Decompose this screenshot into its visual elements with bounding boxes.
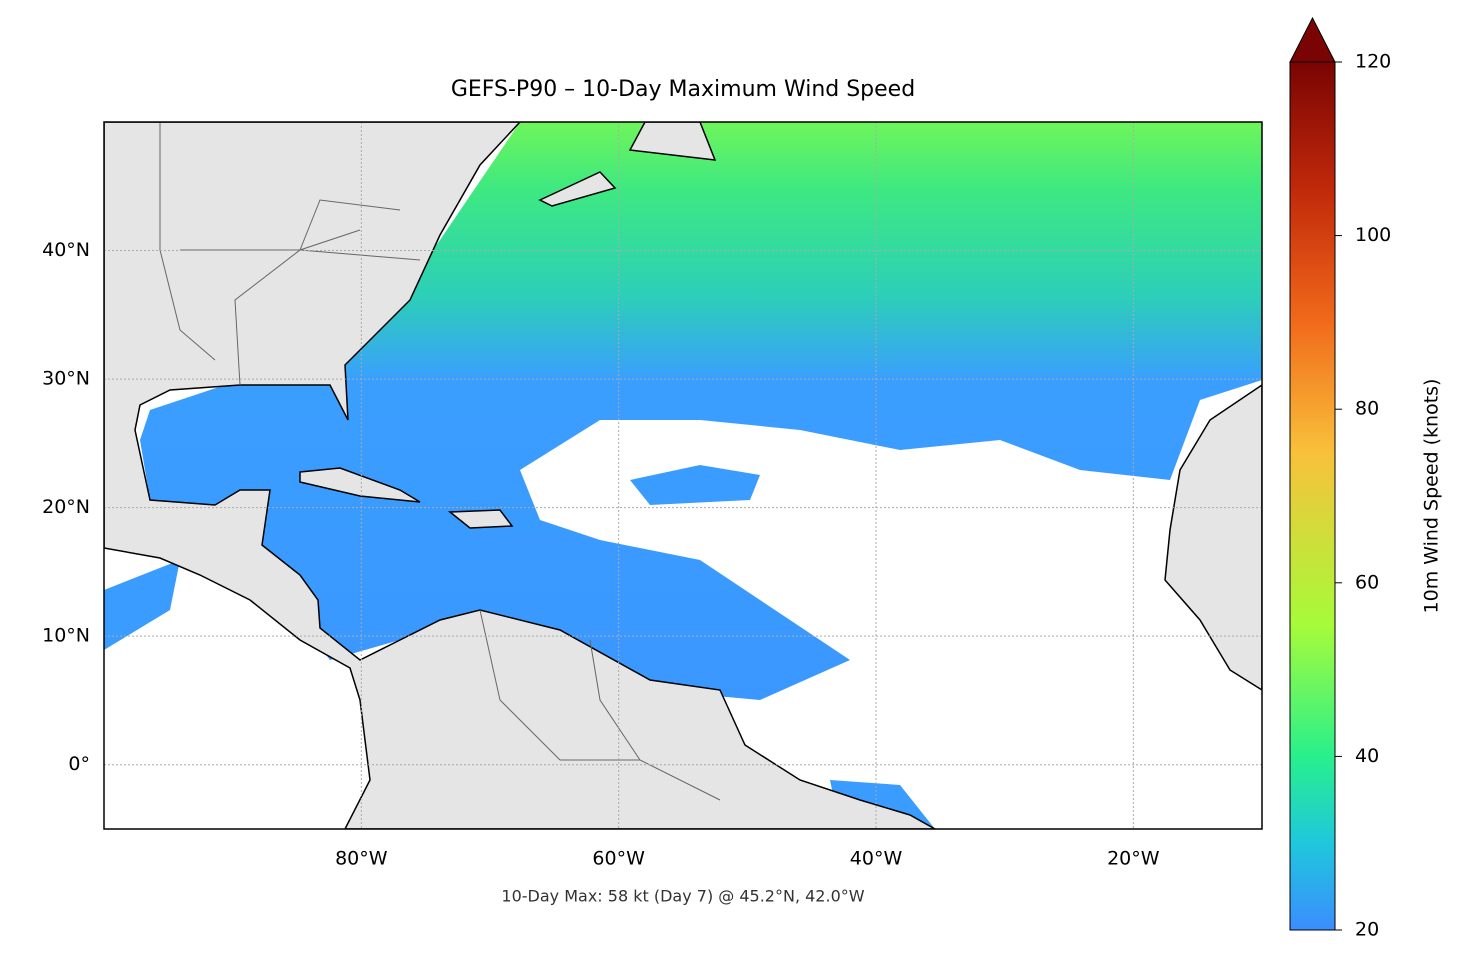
land — [628, 122, 717, 161]
colorbar-tick-label: 100 — [1355, 224, 1391, 246]
y-tick-label: 0° — [68, 753, 90, 775]
colorbar-tick-label: 20 — [1355, 919, 1379, 941]
colorbar-tick-label: 40 — [1355, 745, 1379, 767]
land — [538, 171, 617, 207]
colorbar-extend — [1289, 16, 1336, 63]
y-tick-label: 30°N — [42, 368, 90, 390]
colorbar — [1289, 61, 1336, 931]
colorbar-label: 10m Wind Speed (knots) — [1421, 379, 1443, 614]
grid — [104, 122, 1262, 829]
land — [299, 467, 421, 503]
colorbar-tick-label: 120 — [1355, 51, 1391, 73]
land — [1164, 384, 1262, 691]
wind-field — [104, 560, 180, 650]
y-tick-label: 20°N — [42, 496, 90, 518]
colorbar-tick-label: 80 — [1355, 398, 1379, 420]
border — [159, 122, 721, 801]
wind-field — [104, 122, 1262, 700]
colorbar-tick-label: 60 — [1355, 571, 1379, 593]
map-area — [104, 122, 1262, 829]
land — [104, 122, 937, 829]
y-tick-label: 10°N — [42, 625, 90, 647]
x-tick-label: 20°W — [1107, 848, 1160, 870]
x-tick-label: 80°W — [335, 848, 388, 870]
footnote: 10-Day Max: 58 kt (Day 7) @ 45.2°N, 42.0… — [501, 887, 864, 906]
chart-title: GEFS-P90 – 10-Day Maximum Wind Speed — [451, 77, 915, 102]
map-frame — [103, 121, 1263, 830]
y-tick-label: 40°N — [42, 239, 90, 261]
land — [447, 509, 514, 529]
x-tick-label: 40°W — [850, 848, 903, 870]
x-tick-label: 60°W — [592, 848, 645, 870]
wind-field — [630, 465, 760, 505]
